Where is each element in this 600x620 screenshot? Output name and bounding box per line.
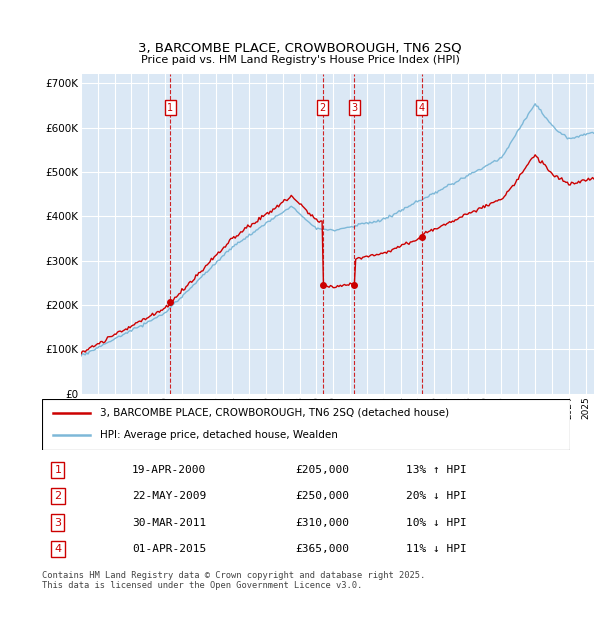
- Text: 20% ↓ HPI: 20% ↓ HPI: [406, 491, 467, 501]
- Text: 3, BARCOMBE PLACE, CROWBOROUGH, TN6 2SQ (detached house): 3, BARCOMBE PLACE, CROWBOROUGH, TN6 2SQ …: [100, 408, 449, 418]
- Text: £365,000: £365,000: [295, 544, 349, 554]
- Text: 3: 3: [351, 103, 358, 113]
- Text: Contains HM Land Registry data © Crown copyright and database right 2025.
This d: Contains HM Land Registry data © Crown c…: [42, 571, 425, 590]
- Text: 1: 1: [167, 103, 173, 113]
- Text: 01-APR-2015: 01-APR-2015: [132, 544, 206, 554]
- Text: 4: 4: [54, 544, 61, 554]
- Text: 3: 3: [55, 518, 61, 528]
- Text: 13% ↑ HPI: 13% ↑ HPI: [406, 465, 467, 475]
- Text: 1: 1: [55, 465, 61, 475]
- Text: 22-MAY-2009: 22-MAY-2009: [132, 491, 206, 501]
- Text: 4: 4: [419, 103, 425, 113]
- Text: HPI: Average price, detached house, Wealden: HPI: Average price, detached house, Weal…: [100, 430, 338, 440]
- Text: 11% ↓ HPI: 11% ↓ HPI: [406, 544, 467, 554]
- Text: £250,000: £250,000: [295, 491, 349, 501]
- Text: 2: 2: [320, 103, 326, 113]
- Text: £310,000: £310,000: [295, 518, 349, 528]
- Text: 2: 2: [54, 491, 61, 501]
- Text: 30-MAR-2011: 30-MAR-2011: [132, 518, 206, 528]
- Text: Price paid vs. HM Land Registry's House Price Index (HPI): Price paid vs. HM Land Registry's House …: [140, 55, 460, 65]
- Text: 19-APR-2000: 19-APR-2000: [132, 465, 206, 475]
- Text: 3, BARCOMBE PLACE, CROWBOROUGH, TN6 2SQ: 3, BARCOMBE PLACE, CROWBOROUGH, TN6 2SQ: [138, 42, 462, 55]
- Text: £205,000: £205,000: [295, 465, 349, 475]
- Text: 10% ↓ HPI: 10% ↓ HPI: [406, 518, 467, 528]
